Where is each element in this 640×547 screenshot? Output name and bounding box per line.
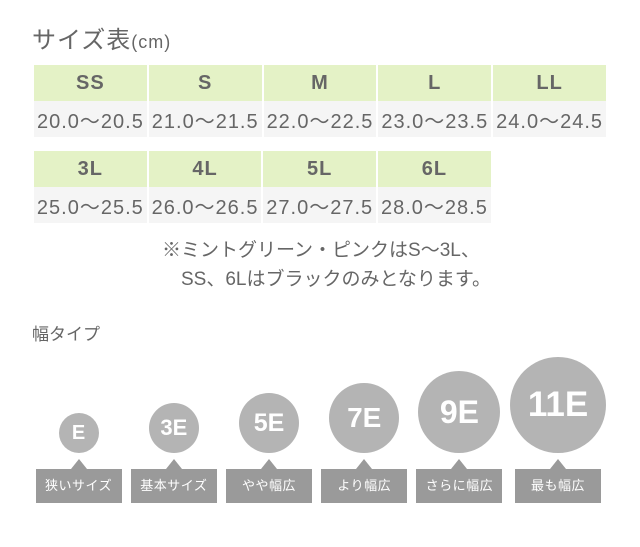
size-header-1: 4L [149, 151, 262, 187]
size-value-3: 28.0〜28.5 [378, 187, 491, 223]
width-item-5E: 5E やや幅広 [224, 393, 313, 503]
size-header-2: M [264, 65, 377, 101]
size-value-0: 20.0〜20.5 [34, 101, 147, 137]
size-header-1: S [149, 65, 262, 101]
note-line-2: SS、6Lはブラックのみとなります。 [162, 269, 491, 290]
pointer-icon [550, 459, 566, 469]
width-circle-5E: 5E [239, 393, 299, 453]
size-header-2: 5L [263, 151, 376, 187]
title-unit: (cm) [131, 32, 171, 52]
width-item-E: E 狭いサイズ [34, 413, 123, 503]
size-table-2: 3L4L5L6L 25.0〜25.526.0〜26.527.0〜27.528.0… [32, 151, 493, 223]
note-line-1: ※ミントグリーン・ピンクはS〜3L、 [162, 240, 480, 261]
width-label-3E: 基本サイズ [131, 469, 217, 503]
size-header-0: 3L [34, 151, 147, 187]
width-circle-11E: 11E [510, 357, 606, 453]
pointer-icon [71, 459, 87, 469]
width-label-7E: より幅広 [321, 469, 407, 503]
width-label-9E: さらに幅広 [416, 469, 502, 503]
width-circle-3E: 3E [149, 403, 199, 453]
size-value-3: 23.0〜23.5 [378, 101, 491, 137]
width-item-9E: 9E さらに幅広 [415, 371, 504, 503]
size-chart-title: サイズ表(cm) [32, 20, 608, 55]
width-item-7E: 7E より幅広 [320, 383, 409, 503]
pointer-icon [451, 459, 467, 469]
size-header-3: L [378, 65, 491, 101]
pointer-icon [261, 459, 277, 469]
size-value-4: 24.0〜24.5 [493, 101, 606, 137]
width-circle-E: E [59, 413, 99, 453]
width-circle-7E: 7E [329, 383, 399, 453]
width-type-title: 幅タイプ [32, 320, 608, 345]
width-type-row: E 狭いサイズ 3E 基本サイズ 5E やや幅広 7E より幅広 9E さらに幅広11E 最も幅広 [32, 357, 608, 503]
size-value-2: 27.0〜27.5 [263, 187, 376, 223]
size-value-1: 26.0〜26.5 [149, 187, 262, 223]
size-table-1: SSSMLLL 20.0〜20.521.0〜21.522.0〜22.523.0〜… [32, 65, 608, 137]
size-header-4: LL [493, 65, 606, 101]
width-item-3E: 3E 基本サイズ [129, 403, 218, 503]
title-text: サイズ表 [32, 27, 131, 54]
pointer-icon [166, 459, 182, 469]
size-value-2: 22.0〜22.5 [264, 101, 377, 137]
width-circle-9E: 9E [418, 371, 500, 453]
size-header-0: SS [34, 65, 147, 101]
availability-note: ※ミントグリーン・ピンクはS〜3L、 SS、6Lはブラックのみとなります。 [32, 237, 608, 294]
pointer-icon [356, 459, 372, 469]
width-label-5E: やや幅広 [226, 469, 312, 503]
width-item-11E: 11E 最も幅広 [510, 357, 606, 503]
width-label-E: 狭いサイズ [36, 469, 122, 503]
width-label-11E: 最も幅広 [515, 469, 601, 503]
size-header-3: 6L [378, 151, 491, 187]
size-value-0: 25.0〜25.5 [34, 187, 147, 223]
size-value-1: 21.0〜21.5 [149, 101, 262, 137]
